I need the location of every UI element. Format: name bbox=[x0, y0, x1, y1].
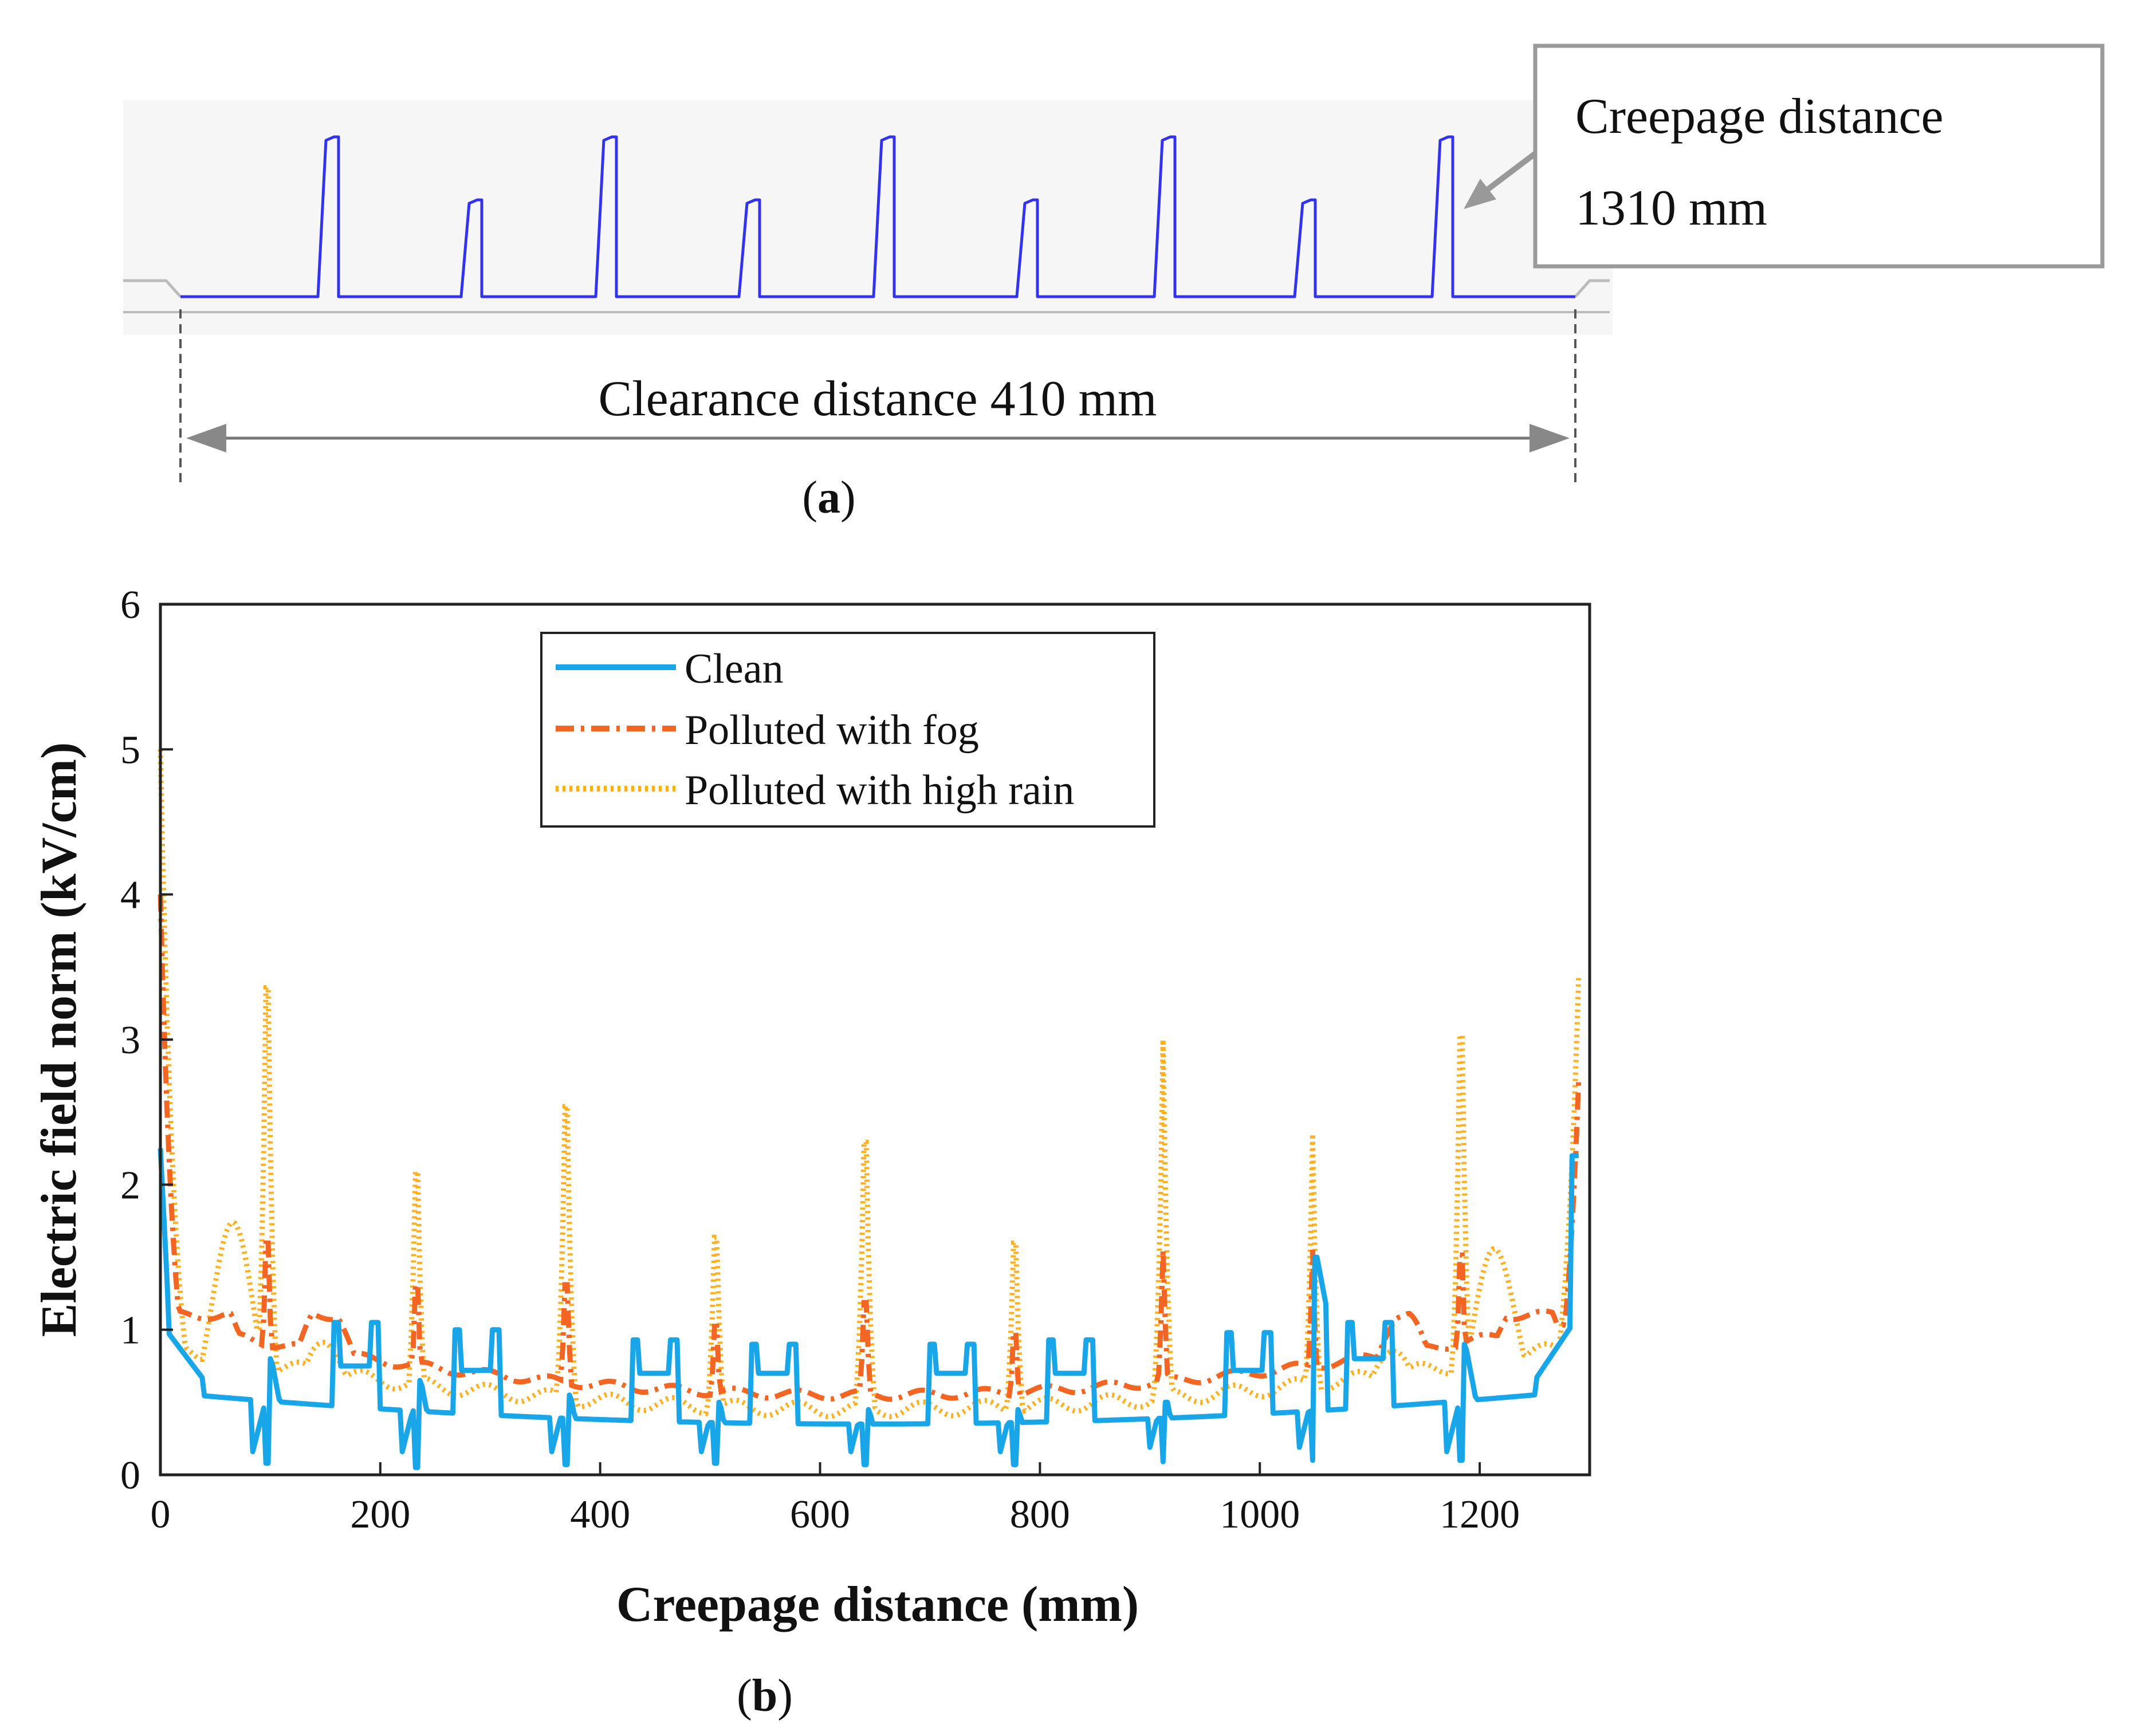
x-tick-label: 1000 bbox=[1220, 1493, 1300, 1537]
y-tick-label: 2 bbox=[120, 1163, 140, 1207]
y-axis-ticks: 0 1 2 3 4 5 6 bbox=[120, 583, 173, 1498]
y-tick-label: 4 bbox=[120, 873, 140, 918]
caption-b: (b) bbox=[737, 1671, 793, 1721]
legend: Clean Polluted with fog Polluted with hi… bbox=[540, 632, 1155, 828]
x-axis-label: Creepage distance (mm) bbox=[616, 1577, 1139, 1632]
chart-plot-area bbox=[158, 749, 1582, 1470]
y-tick-label: 3 bbox=[120, 1018, 140, 1062]
caption-a-letter: a bbox=[817, 473, 840, 523]
x-tick-label: 800 bbox=[1010, 1493, 1070, 1537]
profile-left-end bbox=[123, 279, 182, 298]
series-rain-line bbox=[158, 749, 1582, 1420]
callout-arrow-head bbox=[1464, 179, 1496, 209]
caption-a: (a) bbox=[802, 473, 855, 523]
y-axis-label: Electric field norm (kV/cm) bbox=[32, 742, 87, 1337]
callout-box bbox=[1533, 44, 2105, 269]
callout-line-2: 1310 mm bbox=[1575, 180, 1767, 236]
y-tick-label: 1 bbox=[120, 1309, 140, 1353]
profile-right-end bbox=[1574, 279, 1610, 298]
x-tick-label: 1200 bbox=[1440, 1493, 1520, 1537]
legend-label-clean: Clean bbox=[685, 645, 784, 692]
callout-arrow-shaft bbox=[1481, 151, 1538, 195]
x-tick-label: 600 bbox=[790, 1493, 850, 1537]
x-tick-label: 400 bbox=[570, 1493, 630, 1537]
insulator-profile bbox=[180, 135, 1575, 298]
y-tick-label: 6 bbox=[120, 583, 140, 627]
clearance-dimension-arrow bbox=[186, 424, 1570, 452]
caption-b-letter: b bbox=[752, 1671, 778, 1721]
panel-b: 0 200 400 600 800 1000 1200 0 1 2 3 4 5 6 Creepage d… bbox=[32, 583, 1591, 1721]
series-fog-line bbox=[158, 894, 1582, 1402]
panel-a: Creepage distance 1310 mm Clearance dist… bbox=[123, 44, 2105, 523]
x-tick-label: 0 bbox=[151, 1493, 171, 1537]
clearance-arrow-left-head bbox=[186, 424, 226, 452]
callout-line-1: Creepage distance bbox=[1575, 89, 1944, 144]
y-tick-label: 5 bbox=[120, 728, 140, 772]
panel-a-background bbox=[123, 100, 1613, 335]
callout-arrow bbox=[1464, 151, 1538, 209]
series-clean-line bbox=[158, 1148, 1579, 1470]
y-tick-label: 0 bbox=[120, 1454, 140, 1498]
x-tick-label: 200 bbox=[350, 1493, 410, 1537]
legend-label-rain: Polluted with high rain bbox=[685, 767, 1074, 814]
legend-label-fog: Polluted with fog bbox=[685, 707, 979, 754]
clearance-label: Clearance distance 410 mm bbox=[599, 371, 1157, 427]
clearance-arrow-right-head bbox=[1530, 424, 1570, 452]
x-axis-ticks: 0 200 400 600 800 1000 1200 bbox=[151, 1462, 1520, 1537]
